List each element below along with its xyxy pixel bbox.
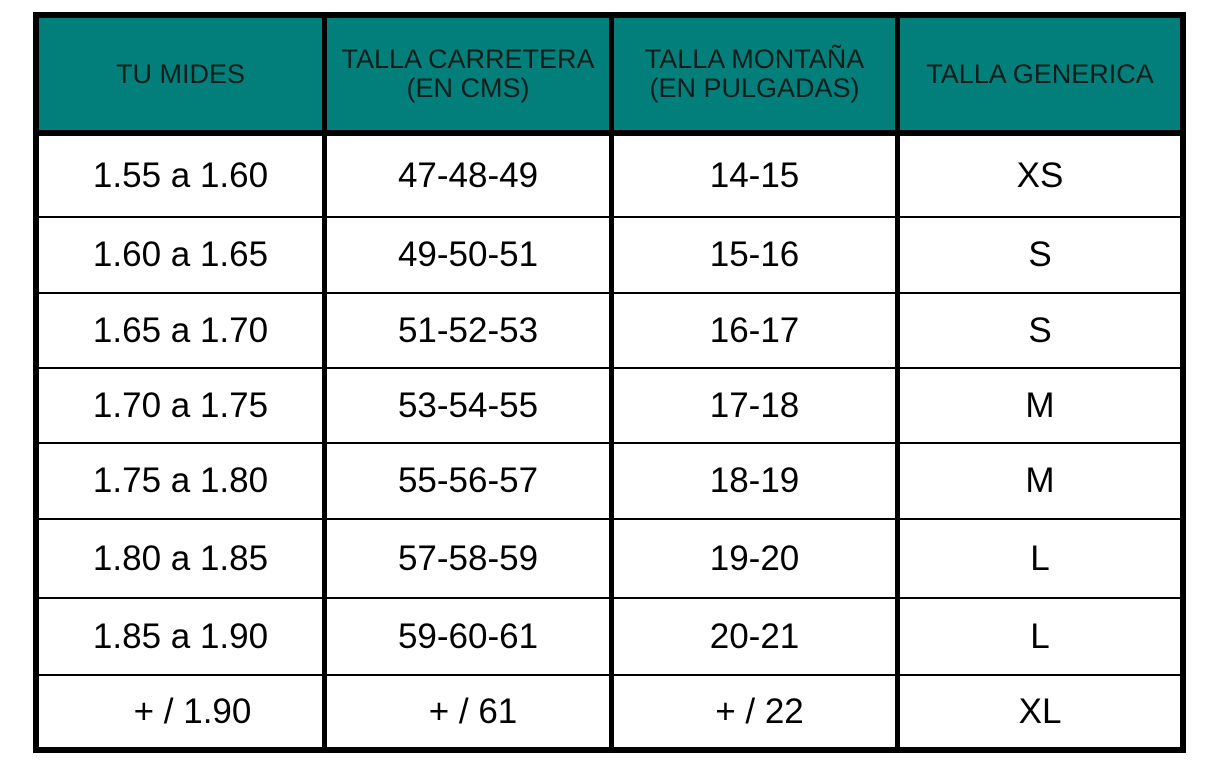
cell-mountain-size: 19-20 [614,520,895,597]
cell-generic-size: M [900,369,1180,442]
header-talla-carretera: TALLA CARRETERA (EN CMS) [327,18,609,134]
header-label: TALLA MONTAÑA (EN PULGADAS) [644,44,865,103]
cell-generic-size: M [900,444,1180,518]
cell-mountain-size: 16-17 [614,294,895,367]
cell-generic-size: XL [900,676,1180,747]
header-talla-generica: TALLA GENERICA [900,18,1180,134]
cell-generic-size: S [900,218,1180,292]
cell-road-size: + / 61 [327,676,609,747]
cell-mountain-size: 18-19 [614,444,895,518]
cell-height: 1.80 a 1.85 [39,520,322,597]
header-label: TALLA GENERICA [926,58,1154,89]
cell-height: 1.75 a 1.80 [39,444,322,518]
cell-height: 1.65 a 1.70 [39,294,322,367]
cell-road-size: 59-60-61 [327,599,609,674]
header-label: TU MIDES [115,58,245,89]
cell-road-size: 47-48-49 [327,136,609,216]
header-label: TALLA CARRETERA (EN CMS) [341,44,595,103]
cell-height: 1.60 a 1.65 [39,218,322,292]
cell-height: 1.85 a 1.90 [39,599,322,674]
cell-height: 1.55 a 1.60 [39,136,322,216]
cell-generic-size: L [900,599,1180,674]
size-table: TU MIDES TALLA CARRETERA (EN CMS) TALLA MO… [33,12,1186,753]
cell-road-size: 55-56-57 [327,444,609,518]
header-tu-mides: TU MIDES [39,18,322,134]
cell-mountain-size: 15-16 [614,218,895,292]
cell-road-size: 49-50-51 [327,218,609,292]
cell-generic-size: S [900,294,1180,367]
cell-generic-size: L [900,520,1180,597]
cell-mountain-size: 17-18 [614,369,895,442]
cell-height: 1.70 a 1.75 [39,369,322,442]
cell-road-size: 53-54-55 [327,369,609,442]
cell-height: + / 1.90 [39,676,322,747]
cell-generic-size: XS [900,136,1180,216]
cell-mountain-size: + / 22 [614,676,895,747]
header-talla-montana: TALLA MONTAÑA (EN PULGADAS) [614,18,895,134]
cell-mountain-size: 20-21 [614,599,895,674]
cell-road-size: 57-58-59 [327,520,609,597]
cell-road-size: 51-52-53 [327,294,609,367]
cell-mountain-size: 14-15 [614,136,895,216]
